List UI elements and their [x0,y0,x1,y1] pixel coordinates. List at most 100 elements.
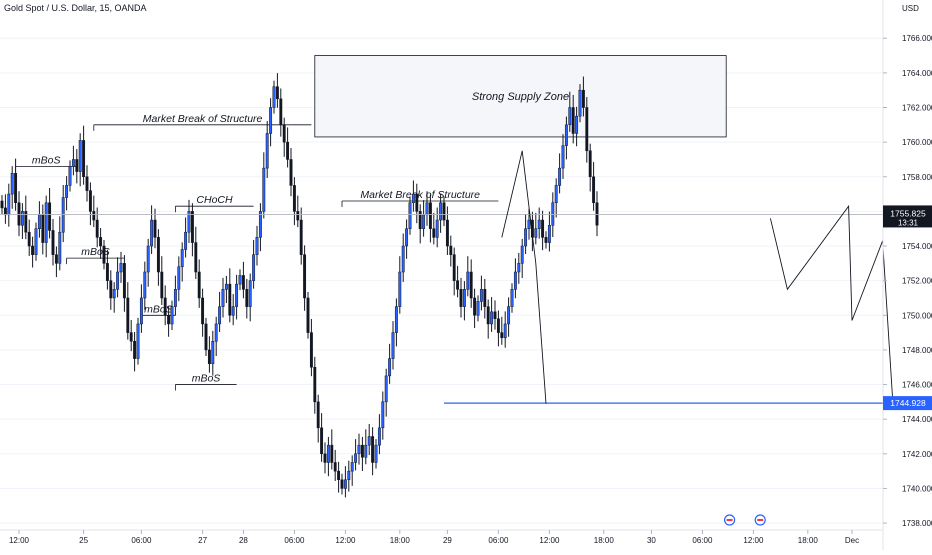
candle-body [558,167,562,186]
candle-body [377,427,381,446]
candle-body [354,453,358,463]
y-tick-label: 1744.000 [902,415,932,424]
structure-label: mBoS [32,154,61,166]
x-tick-label: 18:00 [594,536,615,545]
projection-path [769,204,894,402]
currency-label: USD [902,4,919,13]
candle-body [513,271,517,290]
candle-body [571,107,575,134]
y-tick-label: 1758.000 [902,173,932,182]
candle-body [524,228,528,247]
x-tick-label: 06:00 [284,536,305,545]
x-tick-label: 12:00 [743,536,764,545]
candle-body [228,283,232,316]
candle-body [343,479,347,489]
candle-body [575,115,579,134]
candle-body [194,242,198,273]
x-tick-label: 29 [443,536,452,545]
candle-body [272,86,276,108]
candle-body [411,193,415,203]
candle-body [510,289,514,307]
candle-body [153,219,157,238]
candle-body [201,297,205,325]
candle-body [248,280,252,307]
candle-body [394,306,398,333]
candle-body [211,341,215,365]
candle-body [146,245,150,273]
candle-body [578,89,582,117]
candle-body [459,289,463,307]
candle-body [286,141,290,160]
candle-body [44,202,48,243]
candle-body [190,211,194,243]
candle-body [405,228,409,247]
candle-body [388,358,392,377]
candle-body [289,159,293,186]
candle-body [561,145,565,169]
candle-body [102,245,106,264]
annotation-layer: Strong Supply Zone Market Break of Struct… [15,55,727,391]
candle-body [418,211,422,229]
candle-body [432,228,436,238]
candle-body [129,332,133,342]
candle-body [483,289,487,307]
historic-path [501,150,547,404]
candle-body [258,211,262,238]
candle-body [180,249,184,268]
candle-body [296,211,300,221]
candle-body [133,341,137,359]
candle-body [99,237,103,247]
x-tick-label: 06:00 [692,536,713,545]
candle-body [306,297,310,333]
candle-body [105,263,109,281]
x-tick-label: 28 [239,536,248,545]
candle-body [78,140,82,172]
candle-body [337,470,341,481]
candle-body [109,280,113,299]
candle-body [112,289,116,299]
candle-body [299,219,303,255]
candle-body [269,107,273,134]
candle-body [439,202,443,221]
candle-body [500,332,504,339]
candle-body [340,479,344,489]
candle-body [554,185,558,203]
candle-body [507,306,511,325]
candle-body [92,211,96,221]
candle-body [68,166,72,186]
candle-body [170,306,174,325]
candle-body [541,219,545,238]
drawing-lines [0,150,894,526]
candle-body [143,271,147,299]
candle-body [14,173,18,203]
candle-body [82,140,86,178]
candle-body [7,193,11,216]
candle-body [333,462,337,472]
candle-body [422,214,426,229]
y-tick-label: 1752.000 [902,277,932,286]
candle-body [384,375,388,403]
candle-body [374,444,378,463]
candle-body [551,202,555,226]
candle-body [122,263,126,299]
x-axis: 12:00 25 06:00 27 28 06:00 12:00 18:00 29 06:00 12… [0,529,883,545]
candle-body [238,275,242,285]
candle-body [517,263,521,273]
event-marker-flag [726,519,733,521]
candle-body [75,159,79,172]
candle-body [51,230,55,255]
candle-body [493,311,497,320]
candle-body [469,271,473,299]
y-tick-label: 1740.000 [902,484,932,493]
candle-body [486,306,490,325]
y-tick-label: 1762.000 [902,104,932,113]
supply-zone-label: Strong Supply Zone [472,91,569,103]
candle-body [520,245,524,264]
x-tick-label: 06:00 [488,536,509,545]
symbol-title: Gold Spot / U.S. Dollar, 15, OANDA [4,3,147,13]
target-price-badge [883,396,932,411]
candle-body [48,202,52,231]
candle-body [462,289,466,307]
